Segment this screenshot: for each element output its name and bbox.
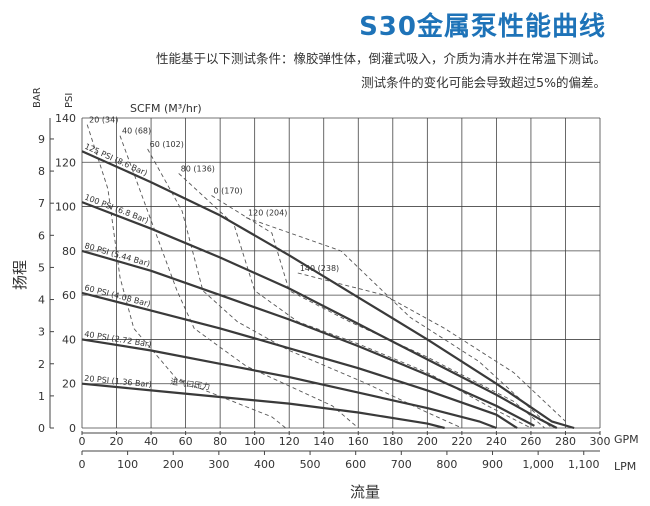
performance-curve <box>81 201 558 429</box>
air-consumption-line <box>245 217 553 429</box>
x-tick-lpm: 200 <box>163 458 184 471</box>
x-tick-gpm: 220 <box>451 435 472 448</box>
y-tick-psi: 0 <box>69 422 76 435</box>
x-unit-lpm: LPM <box>614 460 636 473</box>
air-consumption-line <box>147 148 463 429</box>
x-tick-lpm: 400 <box>254 458 275 471</box>
x-tick-gpm: 20 <box>110 435 124 448</box>
x-tick-gpm: 0 <box>79 435 86 448</box>
x-unit-gpm: GPM <box>614 433 639 446</box>
x-tick-lpm: 0 <box>79 458 86 471</box>
x-axis-title: 流量 <box>350 483 380 501</box>
y-tick-psi: 140 <box>55 112 76 125</box>
y-tick-bar: 2 <box>38 358 45 371</box>
air-consumption-label: 40 (68) <box>122 127 151 136</box>
performance-curves: 125 PSI (8.6 Bar)100 PSI (6.8 Bar)80 PSI… <box>81 142 575 430</box>
test-conditions-note: 性能基于以下测试条件：橡胶弹性体，倒灌式吸入，介质为清水并在常温下测试。 <box>155 51 606 66</box>
x-tick-lpm: 100 <box>117 458 138 471</box>
x-tick-lpm: 900 <box>482 458 503 471</box>
x-tick-lpm: 500 <box>300 458 321 471</box>
performance-curve <box>81 291 518 429</box>
y-tick-bar: 5 <box>38 261 45 274</box>
y-axis-title: 扬程 <box>11 260 29 290</box>
y-tick-psi: 100 <box>55 201 76 214</box>
air-consumption-label: 120 (204) <box>248 209 287 218</box>
y-tick-bar: 8 <box>38 165 45 178</box>
grid <box>81 117 601 429</box>
air-flow-axis-label: SCFM (M³/hr) <box>130 102 202 115</box>
air-consumption-label: 20 (34) <box>89 116 118 125</box>
x-tick-gpm: 40 <box>144 435 158 448</box>
x-tick-lpm: 1,100 <box>568 458 600 471</box>
x-tick-gpm: 240 <box>486 435 507 448</box>
y-unit-psi: PSI <box>64 93 75 108</box>
x-tick-gpm: 140 <box>313 435 334 448</box>
chart-title: S30金属泵性能曲线 <box>359 12 606 42</box>
x-tick-gpm: 260 <box>520 435 541 448</box>
x-tick-gpm: 100 <box>244 435 265 448</box>
air-consumption-lines: 20 (34) 40 (68) 60 (102) 80 (136) 0 (170) 120… <box>86 116 566 429</box>
air-consumption-line <box>119 135 359 429</box>
y-tick-bar: 4 <box>38 294 45 307</box>
air-consumption-line <box>211 195 545 429</box>
y-tick-bar: 3 <box>38 326 45 339</box>
x-tick-gpm: 120 <box>279 435 300 448</box>
air-consumption-line <box>297 272 566 422</box>
y-tick-psi: 40 <box>62 333 76 346</box>
x-tick-gpm: 180 <box>382 435 403 448</box>
air-consumption-label: 80 (136) <box>181 164 215 173</box>
x-tick-gpm: 160 <box>348 435 369 448</box>
y-tick-psi: 80 <box>62 245 76 258</box>
air-consumption-line <box>178 173 532 429</box>
series-label: 125 PSI (8.6 Bar) <box>83 142 149 178</box>
air-pressure-label: 进气口压力 <box>170 376 211 391</box>
y-tick-bar: 9 <box>38 133 45 146</box>
air-consumption-line <box>86 124 286 429</box>
performance-curve <box>81 249 535 427</box>
x-tick-gpm: 60 <box>179 435 193 448</box>
performance-curve <box>81 150 575 430</box>
y-unit-bar: BAR <box>32 87 43 108</box>
y-tick-bar: 6 <box>38 229 45 242</box>
y-tick-psi: 60 <box>62 289 76 302</box>
x-tick-lpm: 600 <box>345 458 366 471</box>
y-tick-bar: 0 <box>38 422 45 435</box>
deviation-note: 测试条件的变化可能会导致超过5%的偏差。 <box>361 75 606 90</box>
x-tick-lpm: 300 <box>208 458 229 471</box>
x-tick-gpm: 200 <box>417 435 438 448</box>
y-tick-bar: 7 <box>38 197 45 210</box>
performance-curve <box>81 382 445 430</box>
x-tick-gpm: 80 <box>213 435 227 448</box>
x-tick-lpm: 800 <box>436 458 457 471</box>
performance-curve <box>81 338 497 430</box>
y-tick-psi: 20 <box>62 378 76 391</box>
axes: 0 20 40 60 80 100 120 140 160 180 200 220 240 260 280 3… <box>38 112 611 471</box>
x-tick-gpm: 280 <box>555 435 576 448</box>
y-tick-bar: 1 <box>38 390 45 403</box>
air-consumption-label: 0 (170) <box>214 187 243 196</box>
air-consumption-label: 140 (238) <box>300 264 339 273</box>
x-tick-lpm: 700 <box>391 458 412 471</box>
x-tick-lpm: 1,000 <box>522 458 554 471</box>
air-consumption-label: 60 (102) <box>150 140 184 149</box>
x-tick-gpm: 300 <box>590 435 611 448</box>
y-tick-psi: 120 <box>55 156 76 169</box>
